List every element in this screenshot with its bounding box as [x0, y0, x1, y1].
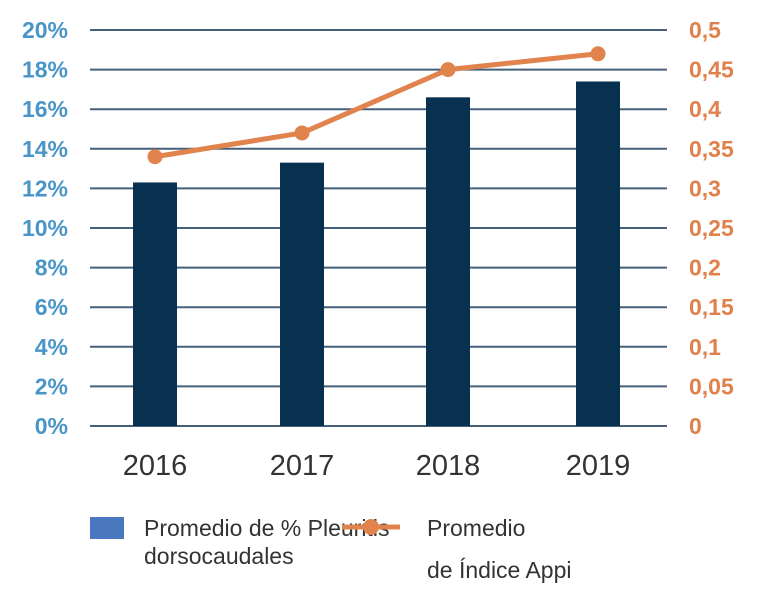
- x-axis: 2016 2017 2018 2019: [123, 450, 631, 482]
- x-tick-label: 2016: [123, 450, 188, 482]
- legend: Promedio de % Pleuritis dorsocaudales Pr…: [90, 515, 572, 583]
- legend-line-label-line2: de Índice Appi: [427, 557, 572, 583]
- y-axis-right: 0 0,05 0,1 0,15 0,2 0,25 0,3 0,35 0,4 0,45 0,5: [689, 17, 734, 439]
- y-right-tick-label: 0,1: [689, 334, 721, 360]
- line-series: [147, 46, 606, 165]
- y-left-tick-label: 10%: [22, 215, 68, 241]
- y-left-tick-label: 16%: [22, 96, 68, 122]
- y-right-tick-label: 0,4: [689, 96, 721, 122]
- x-tick-label: 2017: [270, 450, 335, 482]
- y-left-tick-label: 4%: [35, 334, 68, 360]
- y-left-tick-label: 8%: [35, 255, 68, 281]
- y-right-tick-label: 0: [689, 413, 702, 439]
- y-left-tick-label: 12%: [22, 175, 68, 201]
- bar-2019: [576, 81, 620, 426]
- y-right-tick-label: 0,35: [689, 136, 734, 162]
- appi-point-2019: [590, 46, 606, 62]
- y-right-tick-label: 0,2: [689, 255, 721, 281]
- bar-2016: [133, 182, 177, 426]
- y-right-tick-label: 0,5: [689, 17, 721, 43]
- appi-point-2016: [147, 149, 163, 165]
- y-left-tick-label: 20%: [22, 17, 68, 43]
- y-right-tick-label: 0,45: [689, 57, 734, 83]
- y-right-tick-label: 0,15: [689, 294, 734, 320]
- bar-2018: [426, 97, 470, 426]
- y-left-tick-label: 2%: [35, 373, 68, 399]
- y-right-tick-label: 0,25: [689, 215, 734, 241]
- y-axis-left: 0% 2% 4% 6% 8% 10% 12% 14% 16% 18% 20%: [22, 17, 68, 439]
- y-right-tick-label: 0,05: [689, 373, 734, 399]
- y-left-tick-label: 6%: [35, 294, 68, 320]
- bar-2017: [280, 162, 324, 426]
- gridlines: [90, 29, 667, 427]
- y-left-tick-label: 14%: [22, 136, 68, 162]
- appi-point-2017: [294, 125, 310, 141]
- bar-series: [133, 81, 620, 426]
- appi-point-2018: [440, 62, 456, 78]
- y-left-tick-label: 18%: [22, 57, 68, 83]
- legend-line-marker: [363, 519, 379, 535]
- y-right-tick-label: 0,3: [689, 175, 721, 201]
- x-tick-label: 2018: [416, 450, 481, 482]
- legend-bar-swatch: [90, 517, 124, 539]
- appi-line: [154, 51, 599, 160]
- legend-bar-label-line2: dorsocaudales: [144, 543, 294, 569]
- x-tick-label: 2019: [566, 450, 631, 482]
- legend-line-label-line1: Promedio: [427, 515, 525, 541]
- y-left-tick-label: 0%: [35, 413, 68, 439]
